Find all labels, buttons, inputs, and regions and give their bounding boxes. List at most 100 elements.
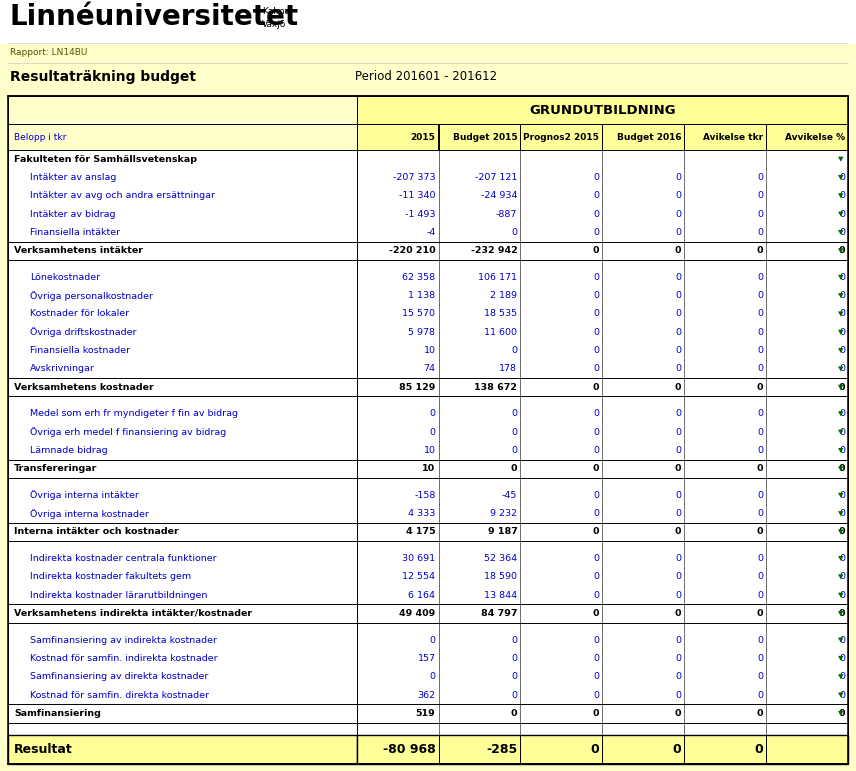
Text: 0: 0 [675,382,681,392]
Text: Indirekta kostnader centrala funktioner: Indirekta kostnader centrala funktioner [30,554,217,563]
Text: 0: 0 [757,173,763,182]
Text: 0: 0 [675,365,681,373]
Polygon shape [838,638,843,642]
Polygon shape [838,656,843,661]
Text: 0: 0 [593,635,599,645]
Polygon shape [838,348,843,353]
Text: Samfinansiering av direkta kostnader: Samfinansiering av direkta kostnader [30,672,208,682]
Text: Budget 2015: Budget 2015 [453,133,517,142]
Text: 0: 0 [675,446,681,455]
Bar [8,423,848,441]
Text: 4 175: 4 175 [406,527,436,537]
Text: 0: 0 [675,291,681,300]
Text: 0: 0 [839,191,845,200]
Text: 0: 0 [430,672,436,682]
Text: -232 942: -232 942 [471,246,517,255]
Polygon shape [838,466,843,471]
Text: 0: 0 [675,173,681,182]
Text: 0: 0 [593,691,599,699]
Bar [8,268,848,287]
Text: 0: 0 [591,742,599,756]
Text: 0: 0 [839,446,845,455]
Polygon shape [838,692,843,698]
Text: Lönekostnader: Lönekostnader [30,273,100,282]
Text: 0: 0 [839,210,845,219]
Text: Fakulteten för Samhällsvetenskap: Fakulteten för Samhällsvetenskap [14,155,197,163]
Polygon shape [838,411,843,416]
Text: 0: 0 [675,228,681,237]
Bar [8,504,848,523]
Bar [8,224,848,241]
Bar [8,623,848,631]
Text: Intäkter av bidrag: Intäkter av bidrag [30,210,116,219]
Text: 0: 0 [675,191,681,200]
Text: 0: 0 [593,591,599,600]
Text: Övriga interna kostnader: Övriga interna kostnader [30,509,149,519]
Text: 0: 0 [757,672,763,682]
Text: 0: 0 [675,328,681,337]
Text: 0: 0 [839,709,845,718]
Text: 0: 0 [675,509,681,518]
Text: 74: 74 [424,365,436,373]
Text: 0: 0 [757,273,763,282]
Text: 0: 0 [839,273,845,282]
Text: 362: 362 [418,691,436,699]
Polygon shape [838,574,843,579]
Text: Kostnad för samfin. direkta kostnader: Kostnad för samfin. direkta kostnader [30,691,209,699]
Text: 0: 0 [754,742,763,756]
Text: 0: 0 [839,572,845,581]
Text: -158: -158 [414,491,436,500]
Text: 0: 0 [757,346,763,355]
Text: Interna intäkter och kostnader: Interna intäkter och kostnader [14,527,179,537]
Text: 0: 0 [757,709,763,718]
Text: -887: -887 [496,210,517,219]
Bar [8,541,848,550]
Text: Medel som erh fr myndigeter f fin av bidrag: Medel som erh fr myndigeter f fin av bid… [30,409,238,419]
Text: -207 373: -207 373 [393,173,436,182]
Text: 0: 0 [839,291,845,300]
Text: 0: 0 [839,409,845,419]
Text: Kostnader för lokaler: Kostnader för lokaler [30,309,129,318]
Bar [8,96,848,764]
Text: 0: 0 [675,464,681,473]
Text: 0: 0 [757,609,763,618]
Text: 0: 0 [839,328,845,337]
Text: 0: 0 [757,228,763,237]
Bar [357,124,438,150]
Text: Resultat: Resultat [14,742,73,756]
Text: 0: 0 [511,709,517,718]
Polygon shape [838,175,843,180]
Bar [766,124,848,150]
Text: Samfinansiering: Samfinansiering [14,709,101,718]
Text: 0: 0 [757,246,763,255]
Text: Samfinansiering av indirekta kostnader: Samfinansiering av indirekta kostnader [30,635,217,645]
Text: 0: 0 [511,409,517,419]
Text: 0: 0 [839,491,845,500]
Text: 0: 0 [839,428,845,436]
Text: 0: 0 [757,309,763,318]
Text: Kostnad för samfin. indirekta kostnader: Kostnad för samfin. indirekta kostnader [30,654,217,663]
Bar [438,124,520,150]
Text: 0: 0 [839,672,845,682]
Text: -45: -45 [502,491,517,500]
Text: 0: 0 [593,709,599,718]
Text: 0: 0 [593,491,599,500]
Bar [8,735,357,764]
Bar [8,124,357,150]
Text: Avskrivningar: Avskrivningar [30,365,95,373]
Text: 0: 0 [675,672,681,682]
Polygon shape [838,366,843,372]
Bar [8,405,848,423]
Text: 10: 10 [424,346,436,355]
Text: Finansiella kostnader: Finansiella kostnader [30,346,130,355]
Text: 0: 0 [593,210,599,219]
Bar [0,0,856,43]
Text: 0: 0 [593,365,599,373]
Text: Finansiella intäkter: Finansiella intäkter [30,228,120,237]
Text: 0: 0 [757,328,763,337]
Text: -24 934: -24 934 [481,191,517,200]
Polygon shape [838,556,843,561]
Text: 10: 10 [422,464,436,473]
Bar [8,487,848,504]
Text: 0: 0 [675,591,681,600]
